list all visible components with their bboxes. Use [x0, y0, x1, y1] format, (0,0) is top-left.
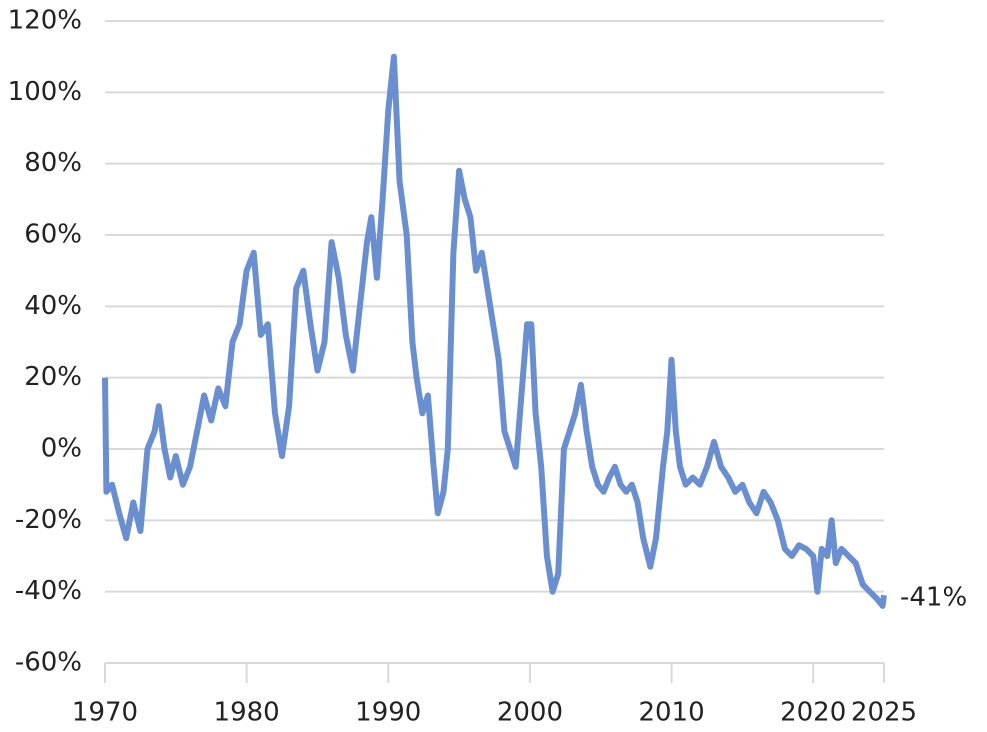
x-tick-label: 2020: [780, 698, 846, 728]
x-tick-label: 2000: [497, 698, 563, 728]
data-line: [102, 53, 887, 609]
x-tick-label: 2025: [851, 698, 917, 728]
y-tick-label: 0%: [41, 434, 82, 464]
x-tick-label: 1990: [355, 698, 421, 728]
y-tick-label: -60%: [15, 648, 82, 678]
x-tick-label: 2010: [638, 698, 704, 728]
y-tick-label: 20%: [24, 362, 82, 392]
y-tick-label: -40%: [15, 576, 82, 606]
x-tick-label: 1970: [72, 698, 138, 728]
y-tick-label: 80%: [24, 148, 82, 178]
end-annotation: -41%: [900, 583, 967, 613]
y-tick-label: 100%: [8, 77, 82, 107]
y-tick-label: 40%: [24, 291, 82, 321]
y-tick-label: 60%: [24, 220, 82, 250]
x-tick-label: 1980: [214, 698, 280, 728]
y-tick-label: 120%: [8, 6, 82, 36]
y-tick-label: -20%: [15, 505, 82, 535]
